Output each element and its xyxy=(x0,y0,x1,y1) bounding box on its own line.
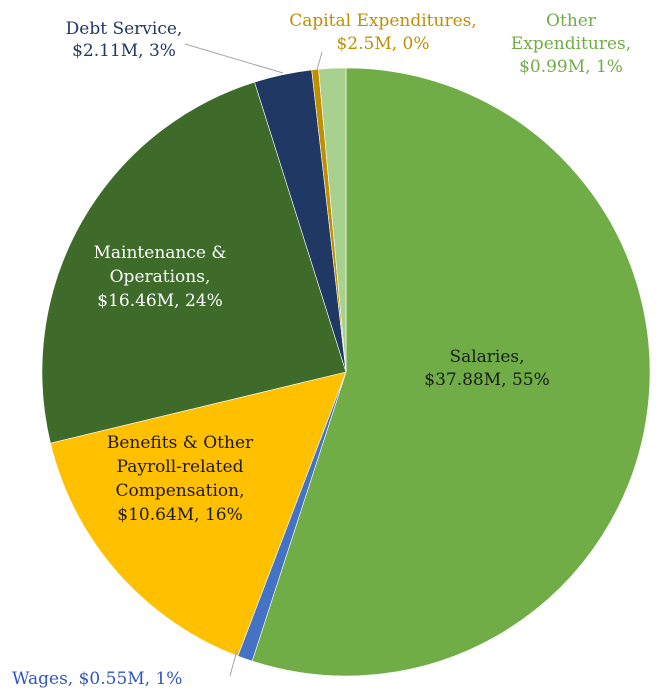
data-label-line: $10.64M, 16% xyxy=(117,505,242,525)
data-label-line: $16.46M, 24% xyxy=(97,291,222,311)
data-label-line: Payroll-related xyxy=(117,457,244,477)
data-label-line: $37.88M, 55% xyxy=(424,370,549,390)
pie-slices xyxy=(41,67,651,677)
data-label-line: Operations, xyxy=(110,267,211,287)
data-label-line: Capital Expenditures, xyxy=(289,11,477,31)
data-label-line: Debt Service, xyxy=(66,19,183,39)
data-label-benefits-other-payroll-related-compensation: Benefits & Other Payroll-related Compensat… xyxy=(107,433,254,525)
leader-line xyxy=(229,649,238,677)
data-label-line: $2.5M, 0% xyxy=(336,34,429,54)
slice-labels: Salaries, $37.88M, 55% Wages, $0.55M, 1% Be… xyxy=(12,11,631,689)
pie-slice-salaries xyxy=(251,67,651,677)
data-label-line: Benefits & Other xyxy=(107,433,254,453)
leader-line xyxy=(184,43,284,74)
pie-slice-benefits-other-payroll-related-compensation xyxy=(50,371,347,657)
leader-line xyxy=(316,51,323,71)
data-label-salaries: Salaries, $37.88M, 55% xyxy=(424,347,549,390)
data-label-wages: Wages, $0.55M, 1% xyxy=(12,669,182,689)
data-label-line: $0.99M, 1% xyxy=(519,57,623,77)
pie-slice-maintenance-operations xyxy=(41,81,347,444)
leader-lines xyxy=(184,43,323,677)
data-label-line: Expenditures, xyxy=(511,34,631,54)
data-label-maintenance-operations: Maintenance & Operations, $16.46M, 24% xyxy=(94,243,227,311)
data-label-line: $2.11M, 3% xyxy=(72,41,176,61)
data-label-debt-service: Debt Service, $2.11M, 3% xyxy=(66,19,183,61)
data-label-line: Compensation, xyxy=(116,481,245,501)
pie-slice-other-expenditures xyxy=(318,67,347,373)
data-label-other-expenditures: Other Expenditures, $0.99M, 1% xyxy=(511,11,631,77)
data-label-line: Maintenance & xyxy=(94,243,227,263)
data-label-line: Wages, $0.55M, 1% xyxy=(12,669,182,689)
data-label-line: Salaries, xyxy=(449,347,524,367)
data-label-capital-expenditures: Capital Expenditures, $2.5M, 0% xyxy=(289,11,477,54)
data-label-line: Other xyxy=(546,11,597,31)
